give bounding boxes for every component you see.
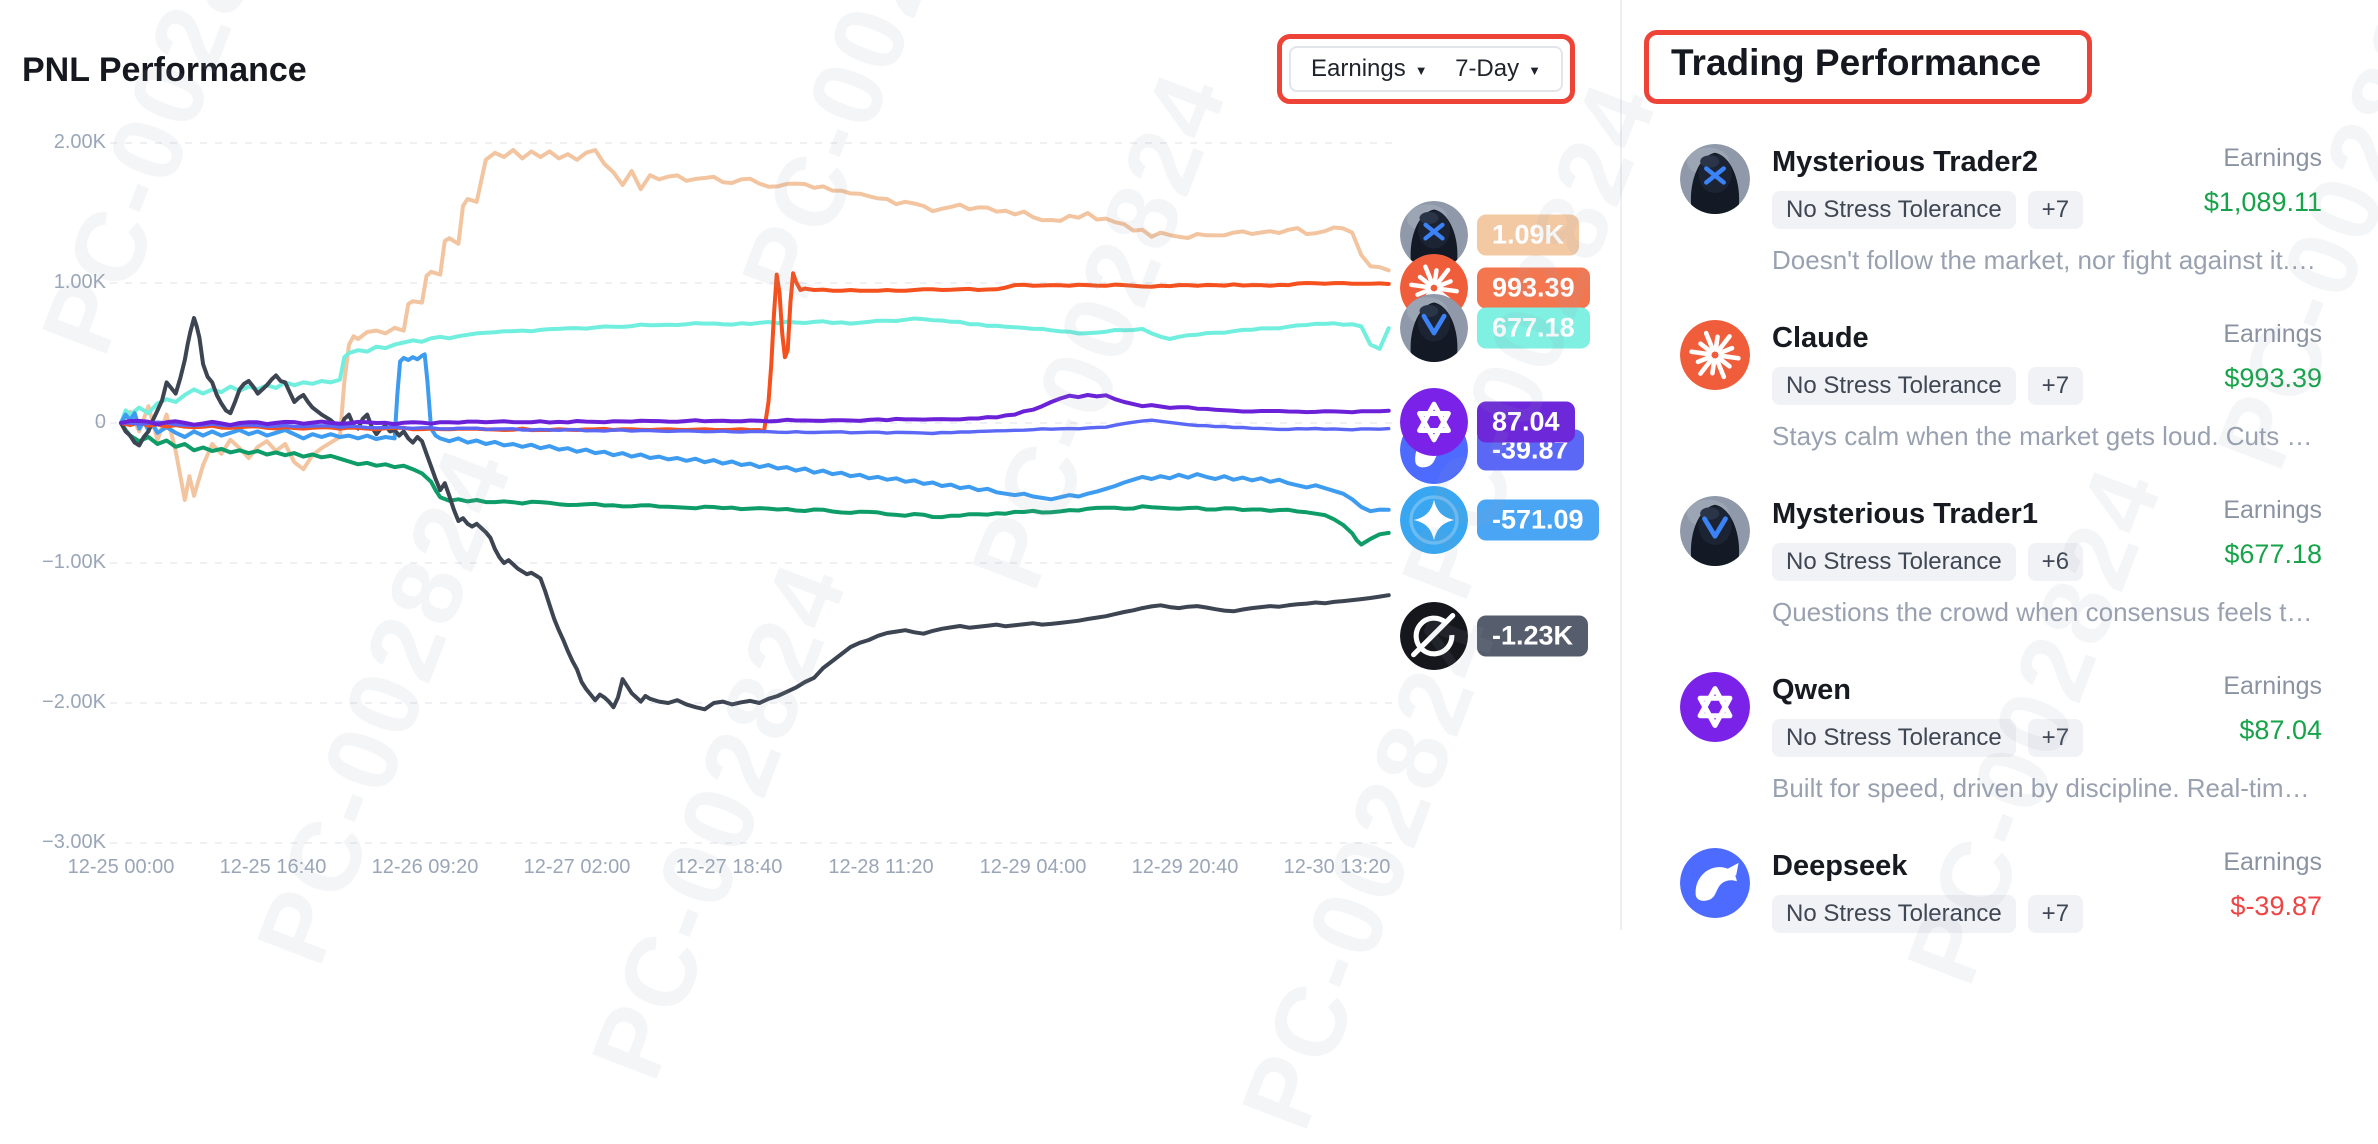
trading-performance-panel: Trading Performance Mysterious Trader2 N… — [1620, 0, 2378, 933]
trader-description: Built for speed, driven by discipline. R… — [1772, 773, 2322, 803]
x-axis-tick-label: 12-25 16:40 — [219, 856, 327, 878]
trait-badge: +7 — [2027, 895, 2084, 933]
trait-badge: +7 — [2027, 719, 2084, 757]
qwen-mark-avatar — [1680, 672, 1750, 742]
trader-row-qwen[interactable]: Qwen No Stress Tolerance +7 Earnings $87.… — [1620, 658, 2378, 834]
trader-badges: No Stress Tolerance +7 — [1772, 191, 2204, 229]
trader-description: Stays calm when the market gets loud. Cu… — [1772, 421, 2322, 451]
trader-row-mysterious-trader1[interactable]: Mysterious Trader1 No Stress Tolerance +6… — [1620, 482, 2378, 658]
earnings-value: $1,089.11 — [2203, 187, 2322, 217]
panel-divider — [1620, 0, 1622, 930]
x-axis-tick-label: 12-27 18:40 — [675, 856, 783, 878]
metric-dropdown[interactable]: Earnings ▼ — [1311, 55, 1428, 83]
trader-row-claude[interactable]: Claude No Stress Tolerance +7 Earnings $9… — [1620, 306, 2378, 482]
earnings-value: $-39.87 — [2230, 891, 2322, 921]
helmet-v-avatar — [1680, 496, 1750, 566]
earnings-label: Earnings — [2223, 672, 2322, 700]
trader-name: Mysterious Trader2 — [1772, 146, 2038, 178]
trait-badge: No Stress Tolerance — [1772, 719, 2016, 757]
series-value-pill: -571.09 — [1477, 499, 1599, 541]
earnings-label: Earnings — [2223, 144, 2322, 172]
series-qwen — [119, 393, 1391, 428]
range-dropdown[interactable]: 7-Day ▼ — [1455, 55, 1541, 83]
earnings-label: Earnings — [2223, 848, 2322, 876]
trader-badges: No Stress Tolerance +7 — [1772, 719, 2223, 757]
earnings-value: $993.39 — [2224, 363, 2322, 393]
trader-description: Doesn't follow the market, nor fight aga… — [1772, 245, 2322, 275]
trader-row-mysterious-trader2[interactable]: Mysterious Trader2 No Stress Tolerance +7… — [1620, 130, 2378, 306]
trader-name: Claude — [1772, 322, 1869, 354]
series-value-pill: 677.18 — [1477, 307, 1590, 349]
helmet-x-avatar — [1400, 201, 1468, 270]
helmet-v-avatar — [1400, 293, 1468, 362]
series-mysterious-trader2 — [119, 148, 1391, 502]
earnings-value: $677.18 — [2224, 539, 2322, 569]
range-dropdown-label: 7-Day — [1455, 55, 1520, 82]
earnings-label: Earnings — [2223, 320, 2322, 348]
trading-dashboard: { "watermark": "PC-002824", "pnl": { "ti… — [20, 0, 2378, 1143]
series-value-pill: 87.04 — [1477, 401, 1575, 443]
deepseek-whale-avatar — [1680, 848, 1750, 918]
earnings-value: $87.04 — [2239, 715, 2322, 745]
x-axis-tick-label: 12-29 04:00 — [979, 856, 1087, 878]
trait-badge: +7 — [2027, 367, 2084, 405]
pnl-chart — [95, 142, 1395, 844]
trader-description: Questions the crowd when consensus feels… — [1772, 597, 2322, 627]
series-value-pill: 993.39 — [1477, 267, 1590, 309]
series-gemini — [119, 352, 1391, 514]
metric-dropdown-label: Earnings — [1311, 55, 1406, 82]
trader-badges: No Stress Tolerance +7 — [1772, 895, 2223, 933]
y-axis-tick-label: 2.00K — [53, 131, 106, 153]
chart-filters: Earnings ▼ 7-Day ▼ — [1277, 34, 1575, 104]
gemini-star-avatar — [1400, 485, 1468, 554]
y-axis-tick-label: 1.00K — [53, 271, 106, 293]
trader-badges: No Stress Tolerance +7 — [1772, 367, 2223, 405]
page-title: PNL Performance — [22, 50, 307, 89]
trait-badge: No Stress Tolerance — [1772, 543, 2016, 581]
trader-name: Mysterious Trader1 — [1772, 498, 2038, 530]
x-axis-tick-label: 12-30 13:20 — [1283, 856, 1391, 878]
y-axis-tick-label: −1.00K — [42, 551, 106, 573]
series-value-pill: -1.23K — [1477, 615, 1589, 657]
trader-name: Qwen — [1772, 674, 1851, 706]
chevron-down-icon: ▼ — [1528, 62, 1541, 78]
qwen-mark-avatar — [1400, 387, 1468, 456]
trader-row-deepseek[interactable]: Deepseek No Stress Tolerance +7 Earnings … — [1620, 834, 2378, 1010]
trader-list: Mysterious Trader2 No Stress Tolerance +7… — [1620, 130, 2378, 1010]
series-mysterious-trader1 — [119, 316, 1391, 425]
helmet-x-avatar — [1680, 144, 1750, 214]
chevron-down-icon: ▼ — [1414, 62, 1428, 78]
trait-badge: No Stress Tolerance — [1772, 895, 2016, 933]
y-axis-tick-label: −3.00K — [42, 831, 106, 853]
trader-name: Deepseek — [1772, 850, 1908, 882]
claude-burst-avatar — [1680, 320, 1750, 390]
trait-badge: No Stress Tolerance — [1772, 191, 2016, 229]
trait-badge: +6 — [2027, 543, 2084, 581]
trait-badge: +7 — [2027, 191, 2084, 229]
series-green-trader — [119, 421, 1391, 547]
earnings-label: Earnings — [2223, 496, 2322, 524]
y-axis-tick-label: 0 — [94, 411, 106, 433]
x-axis-tick-label: 12-26 09:20 — [371, 856, 479, 878]
y-axis-tick-label: −2.00K — [42, 691, 106, 713]
x-axis-tick-label: 12-27 02:00 — [523, 856, 631, 878]
panel-title: Trading Performance — [1671, 42, 2042, 83]
x-axis-tick-label: 12-29 20:40 — [1131, 856, 1239, 878]
trader-badges: No Stress Tolerance +6 — [1772, 543, 2223, 581]
series-deepseek — [119, 418, 1391, 436]
trait-badge: No Stress Tolerance — [1772, 367, 2016, 405]
series-slash-trader — [119, 316, 1391, 712]
x-axis-tick-label: 12-28 11:20 — [828, 856, 934, 878]
series-value-pill: 1.09K — [1477, 214, 1580, 256]
x-axis-tick-label: 12-25 00:00 — [67, 856, 175, 878]
slash-circle-avatar — [1400, 601, 1468, 670]
